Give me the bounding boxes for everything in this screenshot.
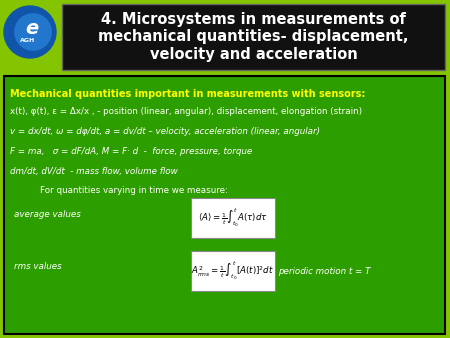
FancyBboxPatch shape (62, 4, 445, 70)
Text: Mechanical quantities important in measurements with sensors:: Mechanical quantities important in measu… (10, 89, 365, 99)
Text: For quantities varying in time we measure:: For quantities varying in time we measur… (40, 186, 228, 195)
Circle shape (15, 14, 51, 50)
Text: e: e (25, 20, 39, 39)
Text: x(t), φ(t), ε = Δx/x , - position (linear, angular), displacement, elongation (s: x(t), φ(t), ε = Δx/x , - position (linea… (10, 107, 362, 116)
Text: rms values: rms values (14, 262, 62, 271)
FancyBboxPatch shape (191, 198, 275, 238)
Text: AGH: AGH (20, 38, 36, 43)
Text: $\langle A \rangle = \frac{1}{t} \int_{t_0}^{t} A(\tau) d\tau$: $\langle A \rangle = \frac{1}{t} \int_{t… (198, 207, 268, 230)
Text: average values: average values (14, 210, 81, 219)
Circle shape (4, 6, 56, 58)
Text: v = dx/dt, ω = dφ/dt, a = dv/dt – velocity, acceleration (linear, angular): v = dx/dt, ω = dφ/dt, a = dv/dt – veloci… (10, 127, 320, 136)
Text: dm/dt, dV/dt  - mass flow, volume flow: dm/dt, dV/dt - mass flow, volume flow (10, 167, 178, 176)
Text: 4. Microsystems in measurements of
mechanical quantities- displacement,
velocity: 4. Microsystems in measurements of mecha… (98, 12, 409, 62)
Text: F = ma,   σ = dF/dA, M = F· d  -  force, pressure, torque: F = ma, σ = dF/dA, M = F· d - force, pre… (10, 147, 252, 156)
Text: $A_{rms}^{2} = \frac{1}{t} \int_{t_0}^{t} [A(t)]^2 dt$: $A_{rms}^{2} = \frac{1}{t} \int_{t_0}^{t… (191, 260, 274, 283)
Text: periodic motion t = T: periodic motion t = T (278, 266, 370, 275)
FancyBboxPatch shape (4, 76, 445, 334)
FancyBboxPatch shape (191, 251, 275, 291)
